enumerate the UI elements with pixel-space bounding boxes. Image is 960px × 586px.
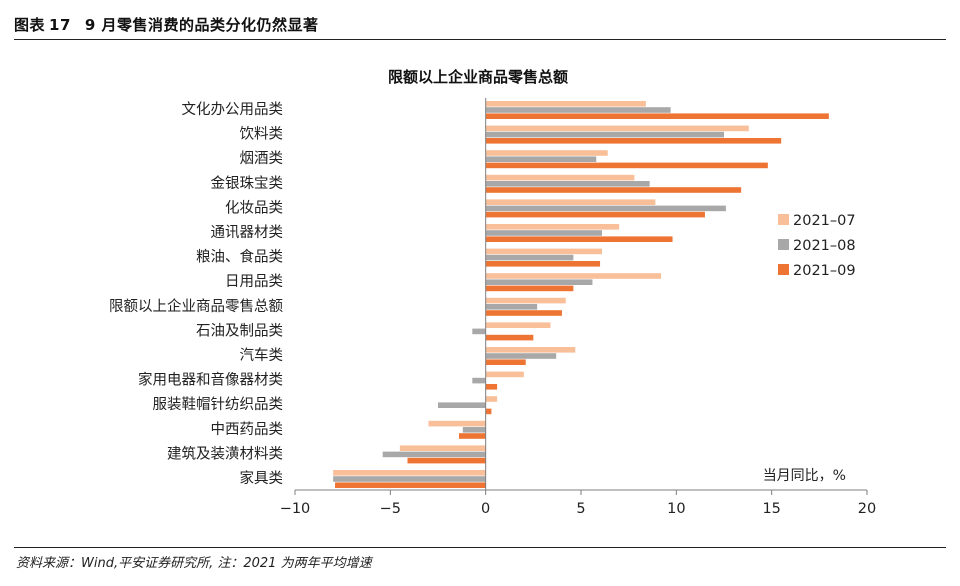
- bar-2021-07-14: [399, 445, 486, 451]
- figure-title: 9 月零售消费的品类分化仍然显著: [84, 16, 319, 34]
- category-label: 饮料类: [240, 126, 284, 143]
- bar-2021-08-5: [485, 230, 602, 236]
- x-tick-label: 0: [481, 501, 490, 517]
- legend: 2021–07 2021–08 2021–09: [778, 213, 856, 279]
- legend-label-2021-07: 2021–07: [793, 213, 856, 229]
- bar-2021-07-12: [485, 396, 498, 402]
- x-tick-label: −10: [280, 501, 311, 517]
- legend-label-2021-09: 2021–09: [793, 263, 856, 279]
- category-label: 汽车类: [240, 347, 284, 364]
- category-label: 限额以上企业商品零售总额: [109, 297, 283, 315]
- category-label: 建筑及装潢材料类: [167, 445, 283, 462]
- bar-2021-08-12: [438, 402, 486, 408]
- bar-2021-08-8: [485, 304, 538, 310]
- category-label: 家用电器和音像器材类: [138, 372, 283, 389]
- x-axis: −10 −5 0 5 10 15 20: [280, 98, 876, 517]
- header-rule: [14, 39, 946, 40]
- legend-swatch-2021-07: [778, 214, 789, 225]
- bar-layer: [333, 101, 829, 488]
- bar-2021-07-9: [485, 322, 551, 328]
- bar-2021-08-4: [485, 205, 726, 212]
- source-note: 资料来源：Wind,平安证券研究所, 注：2021 为两年平均增速: [16, 556, 372, 571]
- bar-2021-08-3: [485, 181, 650, 187]
- category-label: 烟酒类: [240, 150, 284, 167]
- bar-2021-09-2: [485, 162, 768, 169]
- bar-2021-07-10: [485, 347, 576, 353]
- bar-2021-08-1: [485, 131, 724, 138]
- bar-2021-09-0: [485, 113, 829, 119]
- category-label: 文化办公用品类: [182, 101, 284, 118]
- bar-2021-08-13: [462, 427, 486, 433]
- category-label: 石油及制品类: [196, 322, 283, 339]
- bar-2021-09-5: [485, 236, 673, 242]
- legend-swatch-2021-08: [778, 239, 789, 250]
- legend-swatch-2021-09: [778, 264, 789, 275]
- chart-title: 限额以上企业商品零售总额: [388, 68, 568, 86]
- category-label: 化妆品类: [225, 199, 283, 216]
- bar-2021-08-2: [485, 156, 597, 162]
- bar-2021-09-10: [485, 359, 526, 365]
- category-label: 日用品类: [225, 273, 283, 290]
- bar-2021-07-13: [428, 420, 486, 427]
- category-label: 通讯器材类: [211, 224, 284, 241]
- bar-2021-07-11: [485, 371, 524, 378]
- x-tick-label: 10: [667, 501, 685, 517]
- x-tick-label: 20: [858, 501, 876, 517]
- bar-2021-08-11: [472, 377, 486, 384]
- category-label: 金银珠宝类: [211, 175, 284, 192]
- figure-number: 17: [49, 16, 71, 34]
- bar-2021-09-6: [485, 261, 601, 267]
- category-label: 粮油、食品类: [196, 249, 283, 266]
- bar-2021-08-7: [485, 279, 593, 285]
- bar-2021-08-9: [472, 328, 486, 335]
- legend-label-2021-08: 2021–08: [793, 238, 856, 254]
- bar-2021-07-5: [485, 224, 620, 230]
- bar-2021-09-14: [407, 457, 486, 464]
- bar-2021-08-14: [382, 451, 486, 458]
- bar-2021-09-7: [485, 285, 574, 292]
- category-label: 中西药品类: [211, 421, 284, 438]
- bar-2021-09-9: [485, 334, 534, 341]
- bar-2021-08-6: [485, 254, 574, 261]
- bar-2021-08-10: [485, 353, 557, 359]
- category-label: 家具类: [240, 470, 284, 487]
- bar-2021-07-4: [485, 199, 656, 205]
- bar-2021-09-15: [335, 482, 486, 488]
- bar-2021-09-3: [485, 187, 742, 193]
- x-tick-label: 15: [762, 501, 780, 517]
- axis-unit-note: 当月同比，%: [763, 468, 846, 484]
- bar-2021-07-6: [485, 248, 602, 255]
- footer-rule: [14, 547, 946, 548]
- x-tick-label: −5: [380, 501, 401, 517]
- bar-2021-07-1: [485, 125, 749, 132]
- bar-2021-07-2: [485, 150, 608, 156]
- bar-2021-09-12: [485, 408, 492, 415]
- bar-2021-07-8: [485, 297, 566, 304]
- bar-2021-07-15: [333, 470, 486, 476]
- category-label: 服装鞋帽针纺织品类: [153, 396, 284, 413]
- bar-2021-07-3: [485, 174, 635, 181]
- figure-header: 图表 17 9 月零售消费的品类分化仍然显著: [14, 14, 319, 35]
- category-labels: 文化办公用品类饮料类烟酒类金银珠宝类化妆品类通讯器材类粮油、食品类日用品类限额以…: [109, 101, 283, 487]
- bar-2021-09-4: [485, 211, 705, 218]
- bar-2021-09-11: [485, 384, 498, 390]
- bar-2021-09-13: [458, 433, 486, 439]
- bar-2021-08-15: [333, 476, 486, 482]
- bar-2021-07-0: [485, 101, 646, 107]
- bar-2021-07-7: [485, 273, 662, 279]
- figure-label: 图表: [14, 16, 46, 34]
- x-tick-label: 5: [576, 501, 585, 517]
- bar-2021-08-0: [485, 107, 671, 113]
- bar-2021-09-8: [485, 310, 562, 316]
- bar-2021-09-1: [485, 138, 782, 144]
